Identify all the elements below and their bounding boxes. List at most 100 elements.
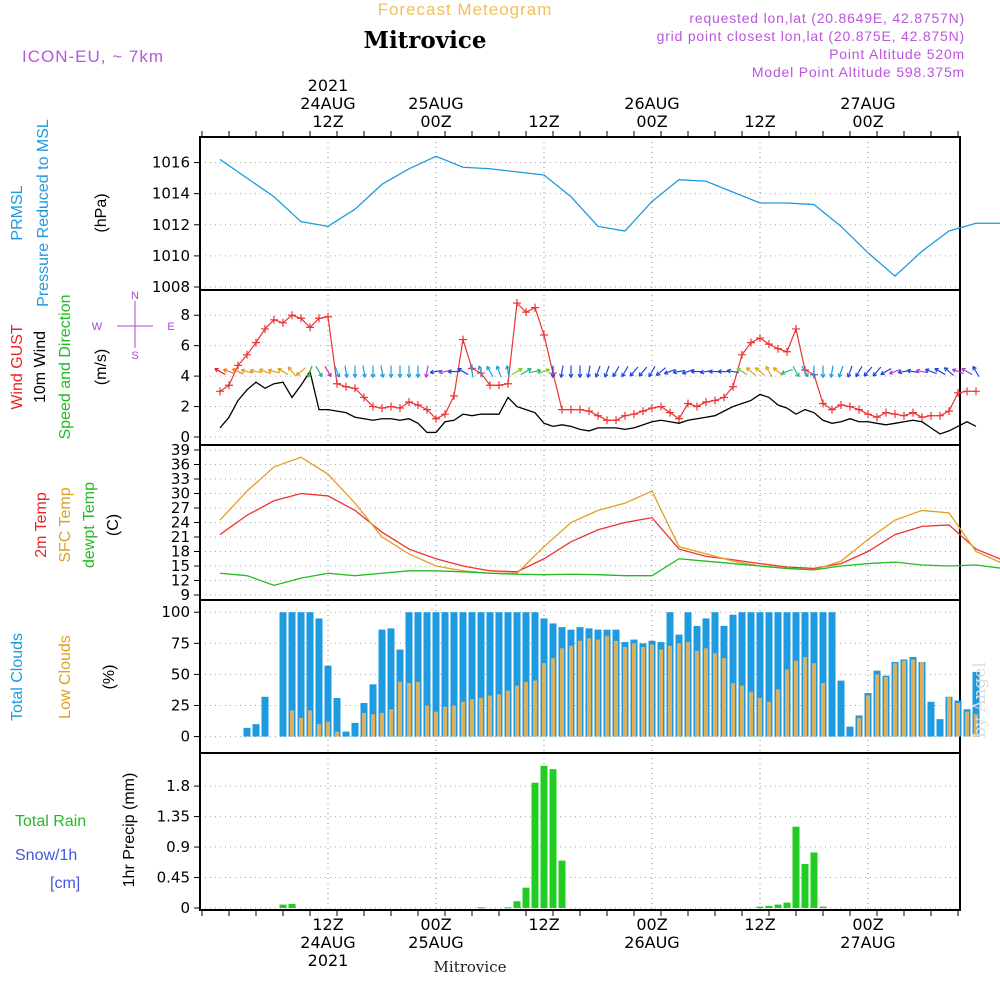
wind-arrow-head [829, 373, 834, 378]
wind-arrow-head [780, 370, 786, 375]
low-cloud-bar [875, 674, 879, 737]
gust-marker [963, 387, 971, 396]
precip-legend-rain: Total Rain [15, 813, 86, 830]
rain-bar [792, 826, 800, 908]
rain-bar [810, 852, 818, 908]
gust-marker [954, 388, 962, 397]
total-cloud-bar [828, 612, 836, 737]
y-tick-label: 50 [171, 665, 190, 683]
wind-arrow [801, 366, 809, 378]
gust-marker [873, 413, 881, 422]
bottom-time-label: 2021 [308, 951, 349, 970]
y-tick-label: 21 [171, 528, 190, 546]
wind-arrow [511, 368, 523, 376]
gust-marker [225, 381, 233, 390]
y-tick-label: 24 [171, 514, 190, 532]
low-cloud-bar [425, 705, 429, 737]
y-tick-label: 30 [171, 485, 190, 503]
wind-arrow [315, 366, 323, 378]
rain-bar [765, 905, 773, 908]
low-cloud-bar [767, 701, 771, 737]
wind-arrow-head [736, 367, 741, 373]
gust-marker [639, 407, 647, 416]
low-cloud-bar [578, 640, 582, 737]
wind-arrow [847, 365, 853, 378]
gust-marker [738, 350, 746, 359]
total-cloud-bar [729, 614, 737, 737]
wind-arrow [863, 366, 873, 377]
gust-marker [261, 324, 269, 333]
gust-marker [612, 416, 620, 425]
gust-marker [774, 344, 782, 353]
gust-marker [720, 393, 728, 402]
wind-arrow [925, 368, 937, 375]
low-cloud-bar [659, 649, 663, 737]
total-cloud-bar [450, 612, 458, 737]
total-cloud-bar [405, 612, 413, 737]
wind-arrow [324, 366, 332, 378]
wind-arrow [746, 367, 756, 376]
top-time-label: 26AUG [624, 94, 679, 113]
low-cloud-bar [794, 660, 798, 737]
wind-arrow [736, 368, 748, 376]
y-tick-label: 1016 [152, 154, 190, 172]
low-cloud-bar [920, 661, 924, 737]
low-cloud-bar [776, 689, 780, 737]
wind-arrow-head [586, 373, 591, 378]
pressure-axis-label: PRMSL [9, 185, 26, 240]
gust-marker [513, 299, 521, 308]
gust-marker [882, 408, 890, 417]
wind-arrow-head [577, 373, 583, 378]
wind-arrow-head [663, 370, 669, 375]
wind-arrow-head [344, 373, 349, 378]
total-cloud-bar [486, 612, 494, 737]
wind-arrow-head [306, 373, 312, 378]
low-cloud-bar [605, 635, 609, 737]
requested-coords: requested lon,lat (20.8649E, 42.8757N) [689, 10, 965, 26]
gust-marker [558, 405, 566, 414]
wind-arrow [664, 368, 676, 375]
y-tick-label: 0 [180, 899, 190, 917]
bottom-time-label: 27AUG [840, 933, 895, 952]
wind-speed-line [219, 369, 977, 435]
gust-marker [594, 411, 602, 420]
y-tick-label: 6 [180, 337, 190, 355]
low-cloud-bar [812, 663, 816, 737]
gust-marker [279, 318, 287, 327]
watermark: by Angel [970, 662, 990, 738]
gust-marker [765, 340, 773, 349]
gust-marker [396, 404, 404, 413]
wind-arrow-head [672, 369, 678, 375]
y-tick-label: 1010 [152, 247, 190, 265]
gust-marker [666, 408, 674, 417]
gust-marker [441, 410, 449, 419]
rain-bar [279, 904, 287, 908]
wind-arrow-head [820, 373, 826, 378]
top-time-label: 25AUG [408, 94, 463, 113]
wind-arrow-head [961, 367, 966, 373]
low-cloud-bar [704, 648, 708, 737]
y-tick-label: 27 [171, 499, 190, 517]
wind-arrow [952, 368, 964, 375]
gust-marker [495, 381, 503, 390]
wind-arrow-head [214, 367, 219, 373]
low-cloud-bar [389, 709, 393, 737]
wind-arrow-head [915, 368, 921, 374]
bottom-time-label: 00Z [420, 915, 451, 934]
total-cloud-bar [819, 612, 827, 737]
low-cloud-bar [542, 663, 546, 737]
wind-arrow-head [447, 369, 452, 374]
gust-marker [288, 311, 296, 320]
wind-arrow-head [745, 367, 751, 372]
wind-arrow-head [232, 368, 237, 373]
gust-marker [711, 396, 719, 405]
rain-bar [549, 769, 557, 908]
wind-arrow-head [495, 365, 501, 370]
wind-arrow [889, 368, 901, 375]
wind-axis-label: Wind GUST [9, 324, 26, 410]
rain-bar [504, 907, 512, 909]
wind-arrow-head [559, 373, 564, 378]
gust-marker [387, 402, 395, 411]
wind-arrow [781, 368, 793, 375]
